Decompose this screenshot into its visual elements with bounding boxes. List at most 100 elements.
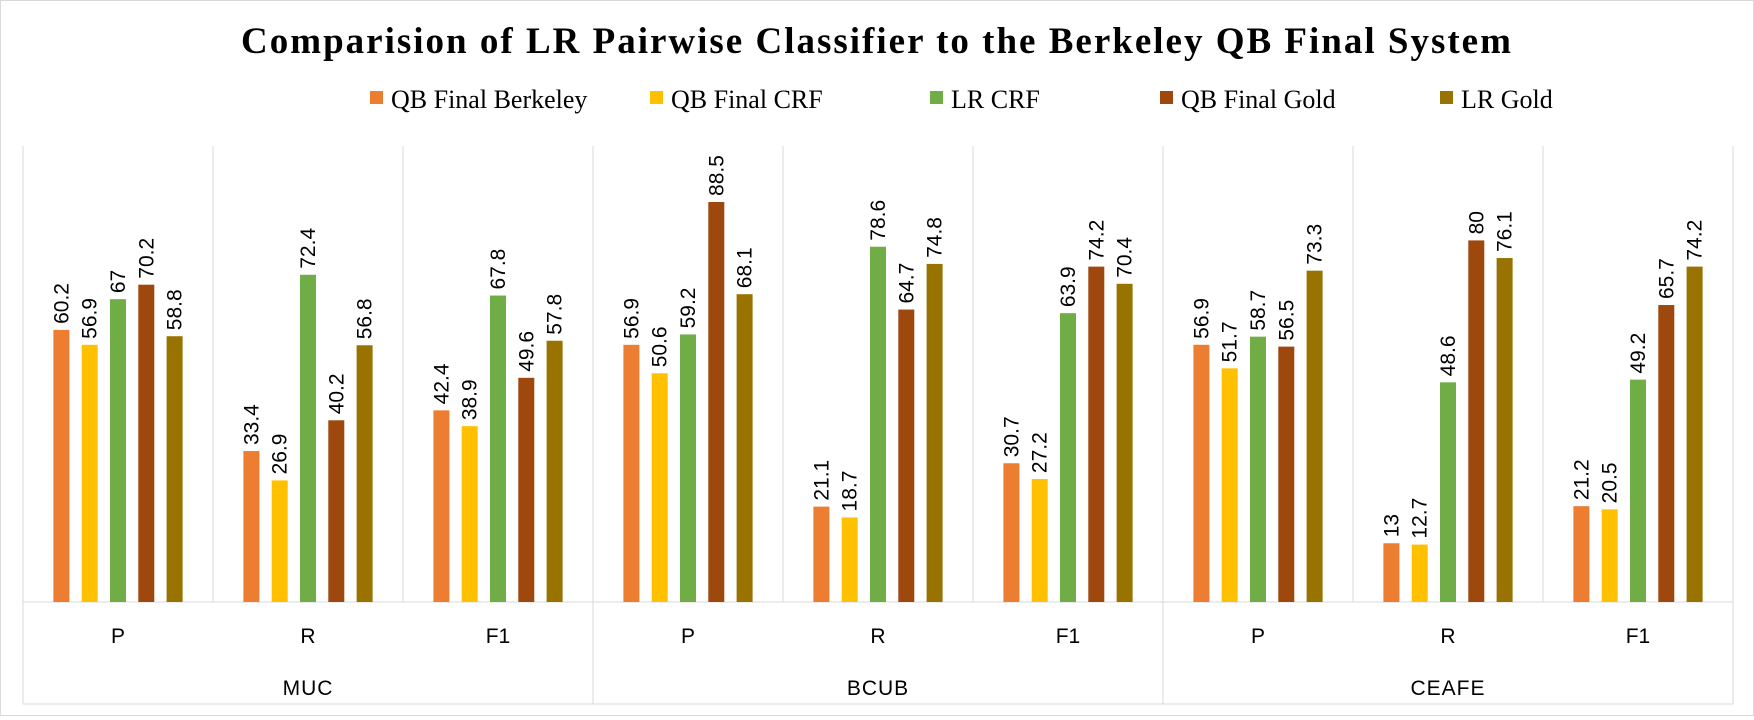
bar (546, 340, 563, 602)
bar (433, 410, 450, 602)
bar (518, 377, 535, 602)
bar (708, 201, 725, 603)
data-label: 50.6 (649, 326, 672, 367)
bar (243, 451, 260, 602)
bar (898, 309, 915, 602)
group-label: BCUB (847, 677, 909, 700)
data-label: 21.2 (1570, 459, 1593, 500)
group-label: MUC (283, 677, 334, 700)
bar (53, 329, 70, 602)
legend-swatch (930, 91, 943, 104)
legend-label: QB Final CRF (671, 85, 823, 114)
bar (1221, 368, 1238, 602)
data-label: 42.4 (430, 363, 453, 404)
data-label: 40.2 (325, 373, 348, 414)
data-label: 56.8 (354, 298, 377, 339)
bars (53, 201, 1703, 603)
bar (1250, 336, 1266, 602)
bar (736, 294, 753, 602)
data-label: 38.9 (459, 379, 482, 420)
bar (1088, 266, 1105, 602)
data-label: 67 (107, 270, 130, 293)
category-tick-label: R (1440, 625, 1455, 648)
data-label: 64.7 (895, 263, 918, 304)
chart-title: Comparision of LR Pairwise Classifier to… (241, 21, 1513, 62)
legend-swatch (370, 91, 383, 104)
bar (1468, 240, 1485, 602)
data-label: 58.8 (164, 289, 187, 330)
bar (490, 295, 506, 602)
data-label: 13 (1380, 514, 1403, 537)
bar (271, 480, 288, 602)
data-label: 49.2 (1627, 333, 1650, 374)
data-label: 73.3 (1304, 224, 1327, 265)
bar (1306, 270, 1323, 602)
legend-label: QB Final Gold (1181, 85, 1336, 114)
bar (1496, 258, 1513, 602)
data-label: 72.4 (297, 228, 320, 269)
data-label: 88.5 (705, 155, 728, 196)
bar (166, 336, 183, 602)
bar (680, 334, 696, 602)
data-label: 74.8 (924, 217, 947, 258)
data-label: 58.7 (1247, 290, 1270, 331)
bar (110, 299, 126, 602)
legend-label: LR CRF (951, 85, 1040, 114)
bar (651, 373, 668, 602)
data-label: 33.4 (240, 404, 263, 445)
data-labels: 60.2 56.96770.258.833.426.972.440.256.842… (50, 155, 1706, 538)
data-label: 26.9 (269, 434, 292, 475)
data-label: 74.2 (1684, 220, 1707, 261)
data-label: 65.7 (1655, 258, 1678, 299)
bar (1278, 346, 1295, 602)
data-label: 68.1 (734, 247, 757, 288)
data-label: 20.5 (1599, 462, 1622, 503)
group-label: CEAFE (1410, 677, 1485, 700)
x-axis-ticks: P R F1 MUC P R F1 BCUB P R F1 CEAFE (111, 625, 1650, 700)
category-tick-label: F1 (486, 625, 511, 648)
legend-label: LR Gold (1461, 85, 1553, 114)
data-label: 51.7 (1219, 321, 1242, 362)
legend-swatch (650, 91, 663, 104)
data-label: 80 (1465, 211, 1488, 234)
data-label: 70.4 (1114, 237, 1137, 278)
legend: QB Final Berkeley QB Final CRF LR CRF QB Fi… (370, 85, 1553, 114)
bar (1116, 283, 1133, 602)
data-label: 49.6 (515, 331, 538, 372)
bar (300, 274, 316, 602)
data-label: 78.6 (867, 200, 890, 241)
bar (813, 506, 830, 602)
category-tick-label: P (1251, 625, 1265, 648)
bar (461, 426, 478, 602)
data-label: 63.9 (1057, 266, 1080, 307)
category-tick-label: R (300, 625, 315, 648)
bar (870, 246, 886, 602)
bar (1573, 506, 1590, 602)
data-label: 56.9 (620, 298, 643, 339)
data-label: 56.9 (1190, 298, 1213, 339)
category-tick-label: R (870, 625, 885, 648)
data-label: 76.1 (1494, 211, 1517, 252)
data-label: 27.2 (1029, 432, 1052, 473)
data-label: 30.7 (1000, 416, 1023, 457)
bar (1031, 479, 1048, 602)
bar (356, 345, 373, 602)
bar (328, 420, 345, 602)
data-label: 21.1 (810, 460, 833, 501)
bar (1630, 379, 1646, 602)
bar (1658, 305, 1675, 602)
category-tick-label: P (111, 625, 125, 648)
category-tick-label: P (681, 625, 695, 648)
bar (1601, 509, 1618, 602)
bar (81, 344, 98, 602)
bar (1003, 463, 1020, 602)
bar (841, 517, 858, 602)
category-tick-label: F1 (1056, 625, 1081, 648)
legend-label: QB Final Berkeley (391, 85, 587, 114)
category-tick-label: F1 (1626, 625, 1651, 648)
data-label: 74.2 (1085, 220, 1108, 261)
bar (1411, 544, 1428, 602)
legend-swatch (1440, 91, 1453, 104)
